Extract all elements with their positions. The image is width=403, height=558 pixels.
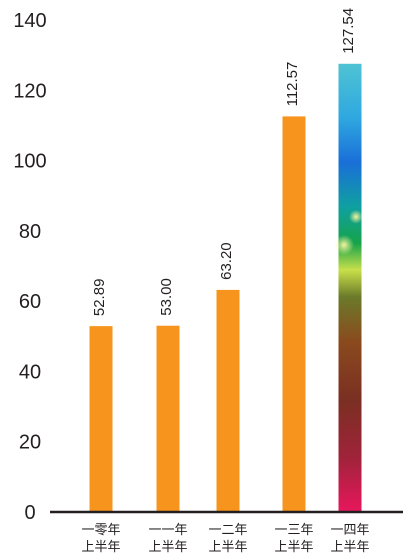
bar: [282, 116, 306, 513]
x-tick-label: 上半年: [81, 540, 120, 555]
bar-value-label: 127.54: [340, 8, 357, 54]
x-tick-label: 一零年: [81, 523, 120, 538]
bar: [216, 289, 240, 512]
y-tick-label: 100: [13, 151, 46, 173]
x-tick-label: 一四年: [330, 523, 369, 538]
y-tick-label: 120: [13, 80, 46, 102]
x-tick-label: 上半年: [208, 540, 247, 555]
x-tick-label: 上半年: [330, 540, 369, 555]
x-tick-label: 一二年: [208, 523, 247, 538]
bar-value-label: 53.00: [158, 278, 175, 316]
x-tick-label: 上半年: [274, 540, 313, 555]
y-tick-label: 140: [13, 10, 46, 32]
bar-glow: [349, 209, 363, 224]
y-axis-tick-labels: 0 20 40 60 80 100 120 140: [13, 10, 46, 524]
y-tick-label: 60: [19, 291, 41, 313]
y-tick-label: 20: [19, 432, 41, 454]
bar-value-label: 52.89: [91, 279, 108, 317]
y-tick-label: 40: [19, 361, 41, 383]
bar-glow: [334, 234, 354, 255]
bar-value-label: 112.57: [284, 62, 301, 107]
bar: [338, 63, 362, 513]
x-tick-label: 一三年: [274, 523, 313, 538]
bars-group: [89, 63, 363, 513]
x-tick-label: 上半年: [148, 540, 187, 555]
x-tick-label: 一一年: [148, 523, 187, 538]
y-tick-label: 80: [19, 221, 41, 243]
bar: [156, 325, 180, 512]
bar-value-label: 63.20: [218, 242, 235, 280]
y-tick-label: 0: [24, 502, 35, 524]
bar: [89, 326, 113, 512]
value-labels-group: 52.89 53.00 63.20 112.57 127.54: [91, 8, 357, 316]
